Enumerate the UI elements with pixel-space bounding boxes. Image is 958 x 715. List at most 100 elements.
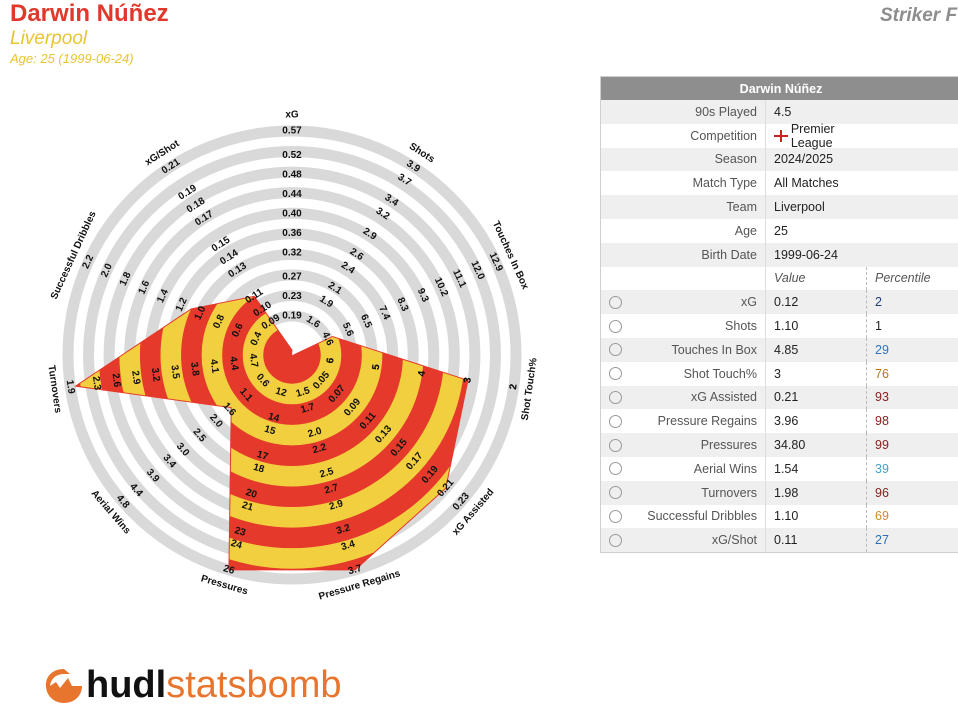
- tick-label: 0.48: [282, 169, 302, 180]
- info-label: Team: [726, 200, 757, 215]
- info-row: Competition Premier League: [601, 122, 958, 150]
- percentile: 27: [866, 528, 889, 553]
- tick-label: 8.3: [394, 296, 410, 314]
- tick-label: 14: [267, 411, 281, 425]
- tick-label: 0.32: [282, 247, 302, 258]
- metric-value: 1.10: [765, 314, 866, 338]
- percentile: 99: [866, 433, 889, 457]
- info-row: Birth Date 1999-06-24: [601, 242, 958, 267]
- icon-cell: [601, 319, 629, 333]
- percentile: 98: [866, 409, 889, 434]
- tick-label: 17: [255, 449, 269, 463]
- radar-chart: xG0.190.230.270.320.360.400.440.480.520.…: [45, 110, 539, 603]
- info-text: 4.5: [774, 104, 792, 119]
- metric-header: Value Percentile: [601, 266, 958, 291]
- flag-icon: [774, 129, 788, 142]
- metric-row: xG Assisted 0.21 93: [601, 385, 958, 410]
- tick-label: 3.4: [340, 538, 357, 553]
- tick-label: 2.3: [90, 375, 103, 391]
- tick-label: 3.7: [347, 563, 364, 578]
- logo-icon: [45, 668, 82, 703]
- metric-icon: [608, 533, 622, 547]
- tick-label: 5.6: [340, 321, 356, 339]
- tick-label: 18: [252, 462, 266, 476]
- info-text: Liverpool: [774, 200, 825, 215]
- metric-name: xG/Shot: [711, 533, 757, 548]
- tick-label: 0.36: [282, 228, 302, 239]
- info-value: 25: [765, 218, 866, 243]
- column-header: Value: [765, 266, 866, 291]
- tick-label: 1.2: [174, 296, 190, 314]
- metric-row: Successful Dribbles 1.10 69: [601, 504, 958, 529]
- info-value: All Matches: [765, 171, 866, 196]
- metric-name: Turnovers: [701, 485, 757, 500]
- metric-icon: [608, 414, 622, 428]
- tick-label: 2: [508, 383, 520, 391]
- tick-label: 3.2: [335, 522, 352, 537]
- tick-label: 1.9: [64, 379, 77, 395]
- tick-label: 2.9: [129, 370, 142, 386]
- tick-label: 24: [229, 538, 243, 552]
- table-header: Darwin Núñez: [601, 77, 958, 100]
- tick-label: 12: [274, 386, 288, 400]
- tick-label: 0.23: [282, 291, 302, 302]
- tick-label: 0.6: [230, 321, 246, 339]
- info-label: Match Type: [692, 176, 757, 191]
- tick-label: 2.5: [318, 466, 335, 481]
- tick-label: 20: [244, 487, 258, 501]
- metric-value: 0.11: [765, 528, 866, 553]
- tick-label: 2.0: [307, 426, 324, 441]
- metric-icon: [608, 367, 622, 381]
- tick-label: 1.8: [118, 270, 134, 288]
- tick-label: 6.5: [358, 313, 374, 331]
- tick-label: 2.0: [99, 262, 115, 280]
- metric-row: Aerial Wins 1.54 39: [601, 456, 958, 481]
- tick-label: 0.44: [282, 189, 302, 200]
- icon-cell: [601, 343, 629, 357]
- info-label: Competition: [690, 128, 757, 143]
- icon-cell: [601, 414, 629, 428]
- tick-label: 1.5: [295, 385, 312, 400]
- tick-label: 3.8: [188, 361, 201, 377]
- info-value: 2024/2025: [765, 147, 866, 172]
- percentile: 29: [866, 337, 889, 362]
- tick-label: 0.57: [282, 126, 302, 137]
- info-row: Match Type All Matches: [601, 171, 958, 196]
- tick-label: 6: [325, 357, 337, 365]
- tick-label: 21: [241, 500, 255, 514]
- band: [263, 326, 321, 384]
- tick-label: 4.4: [227, 356, 240, 372]
- tick-label: 0.27: [282, 272, 302, 283]
- tick-label: 4.1: [208, 359, 221, 375]
- metric-row: Shots 1.10 1: [601, 314, 958, 338]
- tick-label: 0.8: [211, 313, 227, 331]
- info-text: 2024/2025: [774, 152, 834, 167]
- percentile: 76: [866, 361, 889, 386]
- metric-row: Pressure Regains 3.96 98: [601, 409, 958, 434]
- percentile: 96: [866, 480, 889, 505]
- metric-row: xG/Shot 0.11 27: [601, 528, 958, 553]
- logo-product: statsbomb: [166, 664, 342, 706]
- tick-label: 2.6: [109, 373, 122, 389]
- age: Age: 25 (1999-06-24): [10, 51, 134, 66]
- tick-label: 23: [233, 525, 247, 539]
- metric-name: xG Assisted: [691, 390, 757, 405]
- metric-name: Shot Touch%: [683, 366, 757, 381]
- metric-row: xG 0.12 2: [601, 290, 958, 315]
- metric-icon: [608, 295, 622, 309]
- icon-cell: [601, 367, 629, 381]
- info-row: 90s Played 4.5: [601, 100, 958, 124]
- metric-icon: [608, 390, 622, 404]
- info-label: Age: [734, 223, 757, 238]
- metric-value: 0.12: [765, 290, 866, 315]
- metric-value: 3.96: [765, 409, 866, 434]
- tick-label: 26: [222, 563, 236, 577]
- tick-label: 3: [462, 376, 474, 384]
- logo: hudl statsbomb: [42, 664, 342, 707]
- metric-icon: [608, 509, 622, 523]
- band: [274, 337, 310, 373]
- axis-name: Turnovers: [45, 365, 63, 415]
- info-text: All Matches: [774, 176, 839, 191]
- tick-label: 0.19: [282, 311, 302, 322]
- metric-row: Shot Touch% 3 76: [601, 361, 958, 386]
